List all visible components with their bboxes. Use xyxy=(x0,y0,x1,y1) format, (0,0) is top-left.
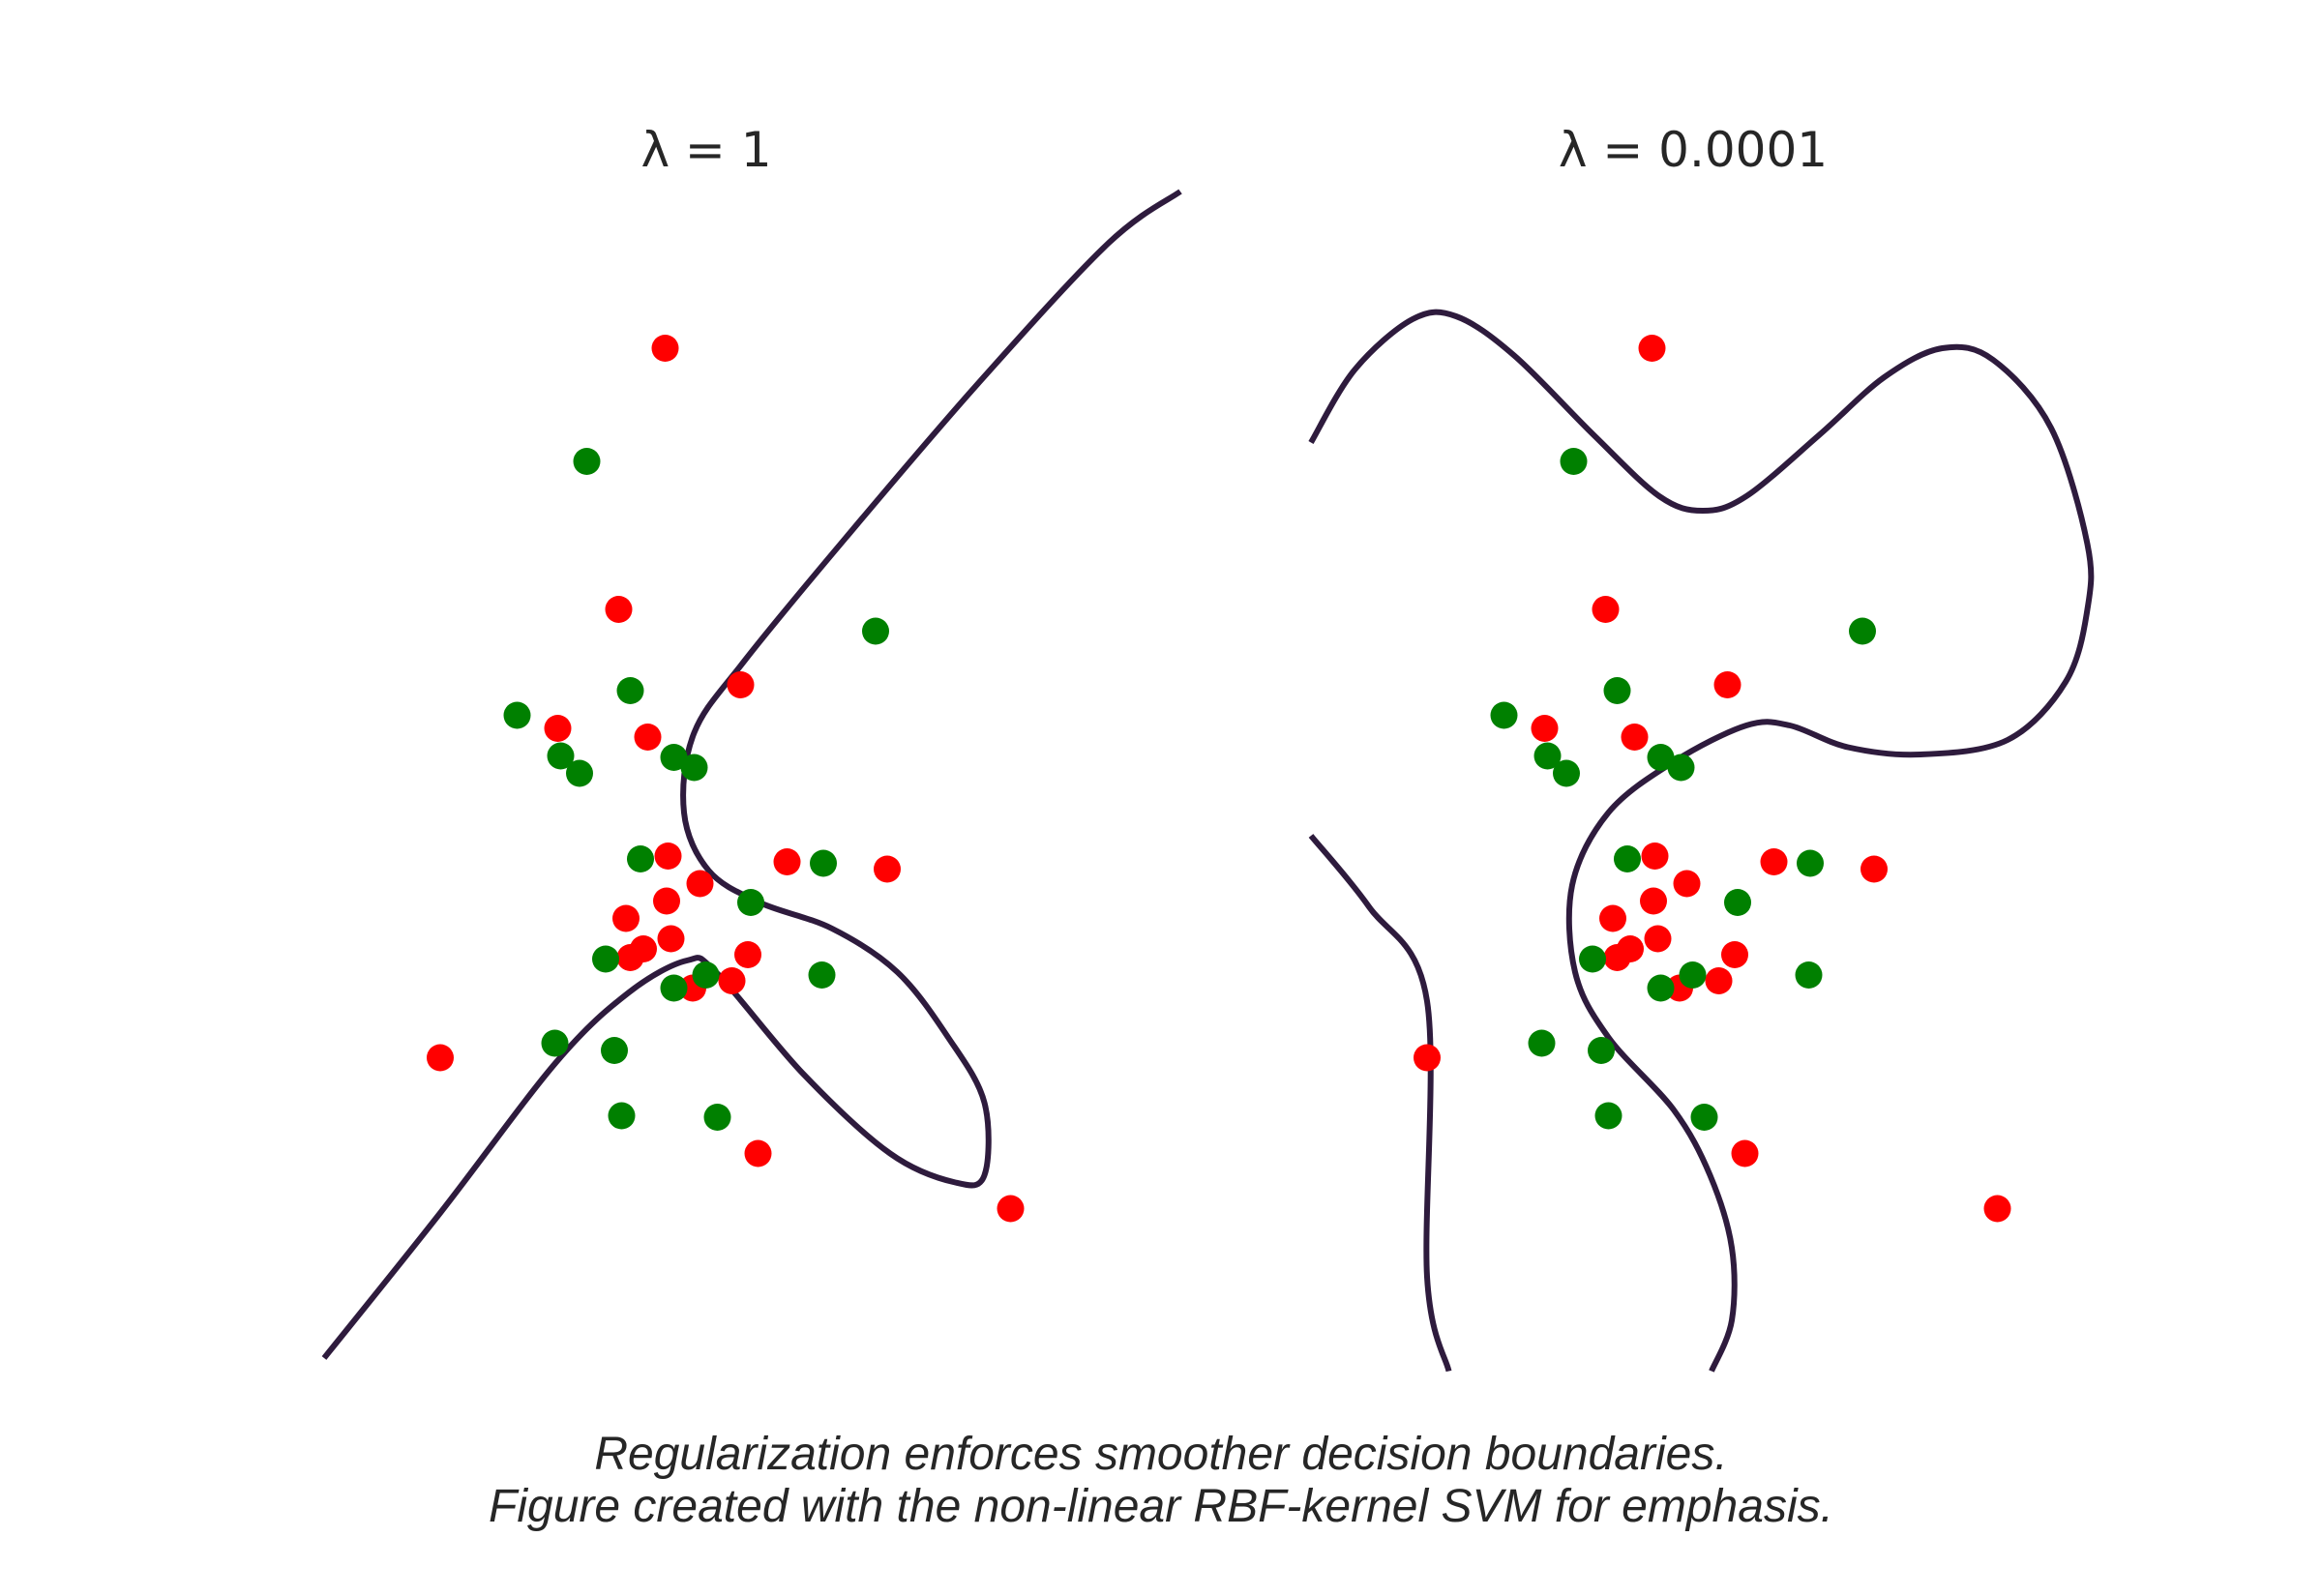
red-data-point xyxy=(1641,842,1669,870)
caption-line-1: Regularization enforces smoother decisio… xyxy=(594,1429,1728,1480)
green-data-point xyxy=(1594,1102,1622,1130)
decision-boundary-group xyxy=(1308,309,2095,1373)
red-data-point xyxy=(653,887,680,915)
green-data-point xyxy=(810,849,837,877)
red-data-point xyxy=(1599,904,1626,932)
green-data-point xyxy=(503,701,531,729)
green-data-point xyxy=(1579,945,1606,973)
panel-right: λ = 0.0001 xyxy=(1308,122,2095,1373)
red-data-point xyxy=(1638,335,1666,362)
green-data-point xyxy=(1560,448,1588,475)
green-data-point xyxy=(1647,974,1675,1002)
green-data-point xyxy=(592,945,619,973)
red-data-point xyxy=(605,596,633,623)
red-data-point xyxy=(1640,887,1667,915)
green-data-point xyxy=(1690,1104,1718,1131)
red-data-point xyxy=(1644,925,1672,953)
red-data-point xyxy=(657,925,685,953)
red-data-point xyxy=(1705,967,1733,994)
green-data-point xyxy=(1553,759,1580,787)
green-data-point xyxy=(566,759,593,787)
green-data-point xyxy=(1679,961,1707,989)
red-data-point xyxy=(1861,855,1888,883)
red-data-point xyxy=(744,1139,772,1167)
red-data-point xyxy=(1621,724,1649,751)
green-data-point xyxy=(573,448,601,475)
green-data-point xyxy=(1533,742,1562,770)
red-data-point xyxy=(1983,1195,2011,1223)
green-data-point xyxy=(1797,849,1824,877)
red-data-point xyxy=(734,941,761,968)
red-data-point xyxy=(612,904,640,932)
green-data-point xyxy=(1528,1029,1556,1057)
green-data-point xyxy=(680,754,708,782)
green-data-point xyxy=(608,1102,636,1130)
points-group xyxy=(427,335,1025,1223)
red-data-point xyxy=(997,1195,1025,1223)
red-data-point xyxy=(1617,935,1644,962)
green-data-point xyxy=(1614,845,1641,872)
red-data-point xyxy=(651,335,679,362)
green-data-point xyxy=(616,677,644,704)
red-data-point xyxy=(1414,1044,1441,1072)
green-data-point xyxy=(1667,754,1695,782)
green-data-point xyxy=(601,1037,628,1064)
red-data-point xyxy=(874,855,901,883)
red-data-point xyxy=(727,671,755,698)
green-data-point xyxy=(660,744,688,771)
red-data-point xyxy=(654,842,682,870)
points-group xyxy=(1414,335,2011,1223)
green-data-point xyxy=(1647,744,1675,771)
red-data-point xyxy=(686,870,714,898)
red-data-point xyxy=(718,967,746,994)
green-data-point xyxy=(660,974,688,1002)
green-data-point xyxy=(1490,701,1518,729)
decision-boundary-curve xyxy=(1308,834,1452,1373)
red-data-point xyxy=(1721,941,1748,968)
green-data-point xyxy=(627,845,654,872)
green-data-point xyxy=(808,961,836,989)
red-data-point xyxy=(1673,870,1701,898)
green-data-point xyxy=(541,1029,569,1057)
caption-line-2: Figure created with the non-linear RBF-k… xyxy=(489,1481,1833,1532)
green-data-point xyxy=(1603,677,1631,704)
panel-title: λ = 1 xyxy=(640,122,771,178)
green-data-point xyxy=(862,617,889,645)
red-data-point xyxy=(773,848,801,875)
green-data-point xyxy=(737,889,764,916)
red-data-point xyxy=(1531,715,1559,742)
decision-boundary-curve xyxy=(1308,309,2095,1373)
panel-left: λ = 1 xyxy=(321,122,1182,1360)
green-data-point xyxy=(547,742,575,770)
red-data-point xyxy=(630,935,657,962)
decision-boundary-group xyxy=(321,189,1182,1360)
green-data-point xyxy=(703,1104,731,1131)
red-data-point xyxy=(427,1044,454,1072)
green-data-point xyxy=(1849,617,1876,645)
red-data-point xyxy=(634,724,662,751)
green-data-point xyxy=(1724,889,1751,916)
green-data-point xyxy=(692,961,720,989)
red-data-point xyxy=(1592,596,1620,623)
red-data-point xyxy=(1713,671,1742,698)
green-data-point xyxy=(1795,961,1823,989)
red-data-point xyxy=(544,715,572,742)
decision-boundary-curve xyxy=(321,189,1182,1360)
red-data-point xyxy=(1760,848,1788,875)
green-data-point xyxy=(1588,1037,1615,1064)
panel-title: λ = 0.0001 xyxy=(1559,122,1828,178)
red-data-point xyxy=(1731,1139,1759,1167)
